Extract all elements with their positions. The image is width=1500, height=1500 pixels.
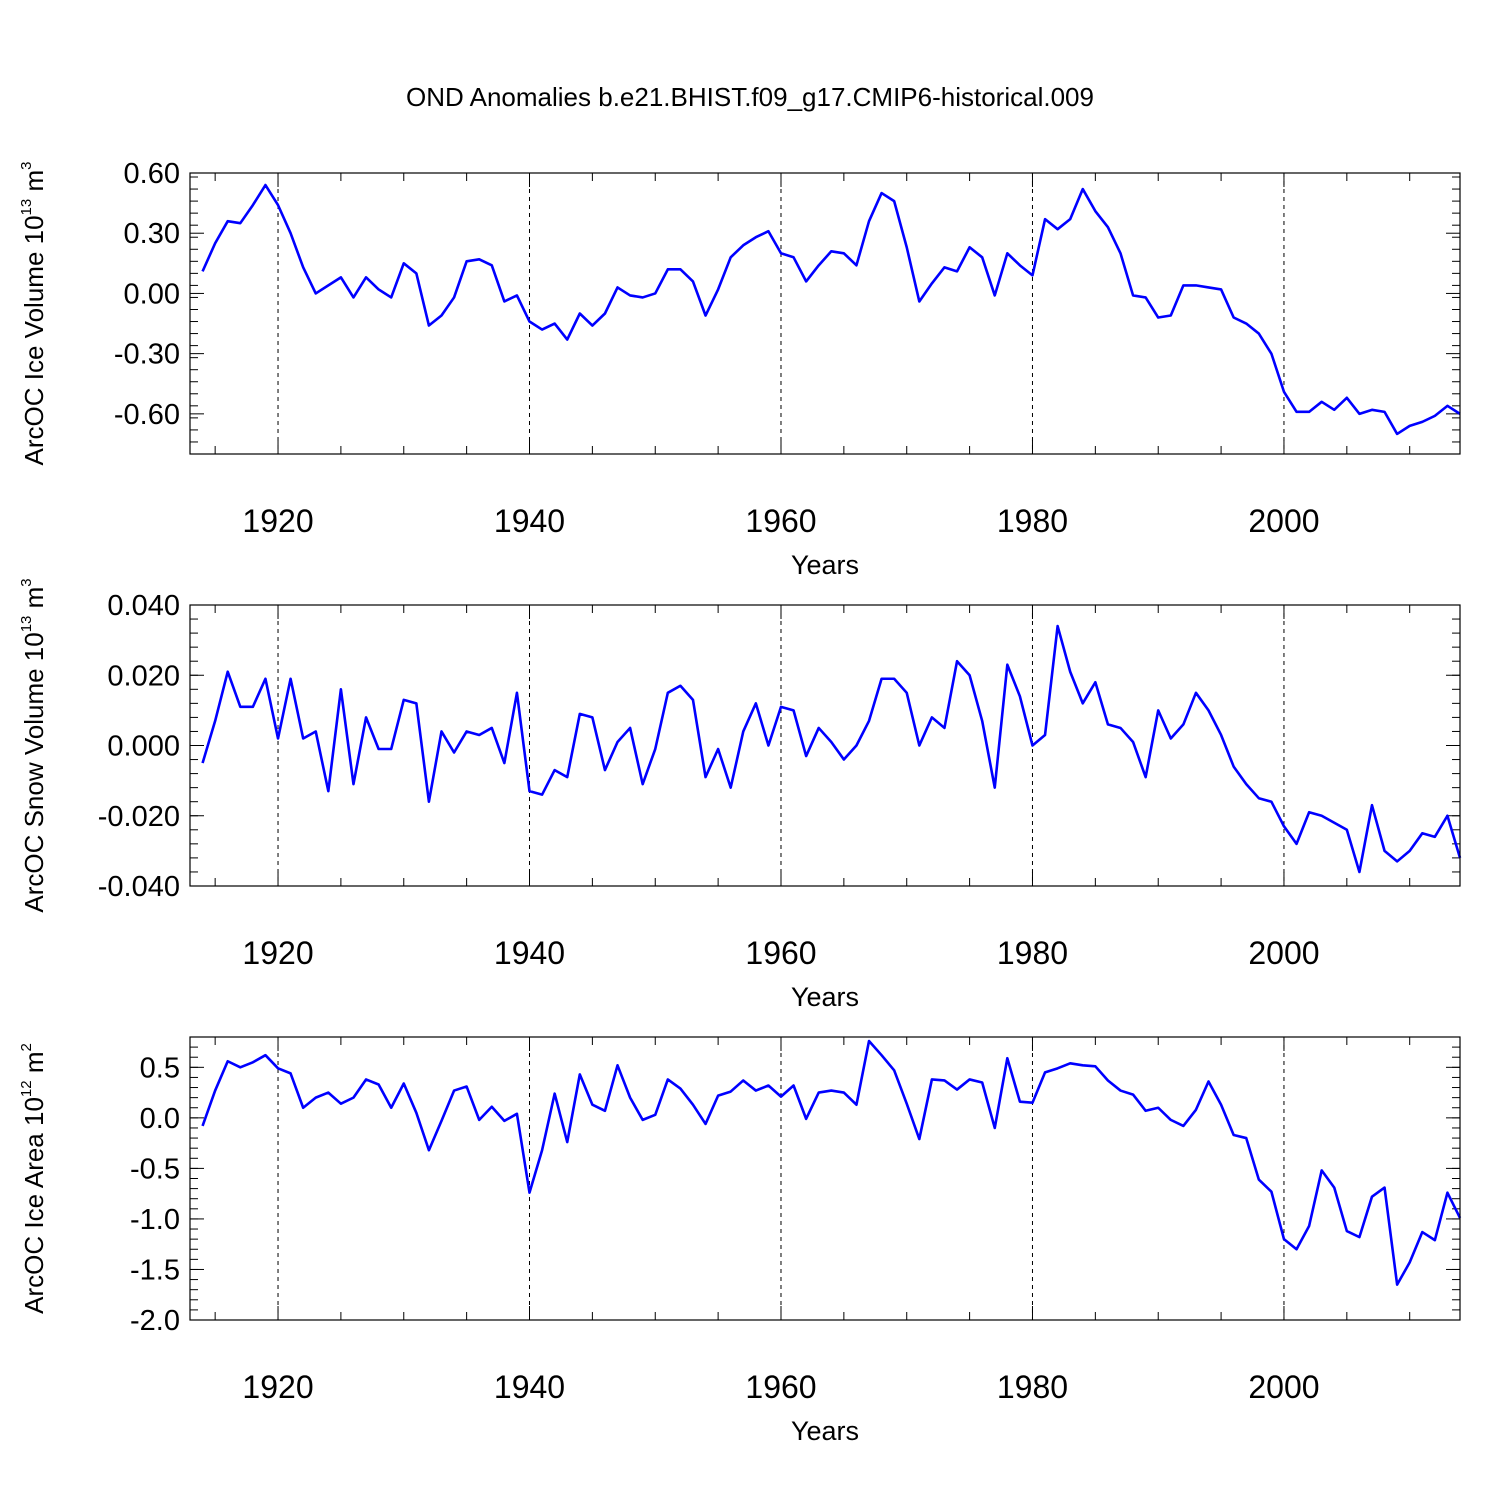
snow-volume-ytick-label: -0.040 bbox=[98, 871, 180, 903]
ice-area-ytick-label: -2.0 bbox=[130, 1305, 180, 1337]
ice-area-xtick-label: 1940 bbox=[494, 1369, 565, 1405]
snow-volume-xtick-label: 2000 bbox=[1248, 935, 1319, 971]
snow-volume-xtick-label: 1940 bbox=[494, 935, 565, 971]
snow-volume-xtick-label: 1960 bbox=[745, 935, 816, 971]
ice-area-xtick-label: 1980 bbox=[997, 1369, 1068, 1405]
ice-area-ylabel: ArcOC Ice Area 1012 m2 bbox=[18, 1043, 49, 1314]
ice-volume-xtick-label: 1920 bbox=[242, 503, 313, 539]
ice-area-ylabel-unit-exponent: 2 bbox=[18, 1043, 35, 1051]
snow-volume-ylabel-exponent: 13 bbox=[18, 616, 35, 633]
ice-volume-ylabel-main: ArcOC Ice Volume 10 bbox=[19, 215, 49, 465]
snow-volume-ylabel-unit: m bbox=[19, 587, 49, 616]
snow-volume-ylabel-unit-exponent: 3 bbox=[18, 578, 35, 586]
snow-volume-xtick-label: 1920 bbox=[242, 935, 313, 971]
ice-volume-ytick-label: 0.00 bbox=[124, 278, 180, 310]
snow-volume-series-line bbox=[201, 624, 1462, 874]
ice-area-ylabel-exponent: 12 bbox=[18, 1080, 35, 1097]
ice-volume-xlabel: Years bbox=[791, 550, 859, 580]
ice-volume-ylabel-exponent: 13 bbox=[18, 199, 35, 216]
ice-volume-ytick-label: -0.30 bbox=[114, 339, 180, 371]
ice-area-xtick-label: 2000 bbox=[1248, 1369, 1319, 1405]
ice-volume-ylabel: ArcOC Ice Volume 1013 m3 bbox=[18, 162, 49, 466]
ice-area-ytick-label: -0.5 bbox=[130, 1153, 180, 1185]
ice-area-xlabel: Years bbox=[791, 1416, 859, 1446]
snow-volume-ytick-label: -0.020 bbox=[98, 801, 180, 833]
ice-area-ytick-label: 0.0 bbox=[140, 1103, 180, 1135]
ice-volume-ytick-label: -0.60 bbox=[114, 399, 180, 431]
panel-ice-volume: -0.60 -0.30 0.00 0.30 0.60 1920 1940 1960 1980 20… bbox=[18, 158, 1461, 580]
ice-volume-xtick-label: 1940 bbox=[494, 503, 565, 539]
ice-area-xtick-label: 1920 bbox=[242, 1369, 313, 1405]
snow-volume-plot-frame bbox=[189, 604, 1461, 887]
ice-area-plot-frame bbox=[189, 1036, 1461, 1321]
ice-volume-xtick-label: 2000 bbox=[1248, 503, 1319, 539]
ice-volume-series-line bbox=[201, 183, 1461, 436]
ice-volume-ytick-label: 0.30 bbox=[124, 218, 180, 250]
panel-ice-area: -2.0 -1.5 -1.0 -0.5 0.0 0.5 1920 1940 1960 1980 20… bbox=[18, 1036, 1462, 1446]
ice-volume-ylabel-unit-exponent: 3 bbox=[18, 162, 35, 170]
ice-area-ylabel-unit: m bbox=[19, 1052, 49, 1081]
ice-volume-plot-frame bbox=[189, 172, 1461, 455]
ice-area-ylabel-main: ArcOC Ice Area 10 bbox=[19, 1097, 49, 1314]
ice-area-ytick-label: -1.5 bbox=[130, 1254, 180, 1286]
snow-volume-ytick-label: 0.020 bbox=[107, 660, 180, 692]
ice-area-ytick-label: -1.0 bbox=[130, 1204, 180, 1236]
ice-area-xtick-label: 1960 bbox=[745, 1369, 816, 1405]
snow-volume-ytick-label: 0.040 bbox=[107, 590, 180, 622]
ice-area-ytick-label: 0.5 bbox=[140, 1052, 180, 1084]
ice-volume-ytick-label: 0.60 bbox=[124, 158, 180, 190]
panel-snow-volume: -0.040 -0.020 0.000 0.020 0.040 1920 1940 1960 1… bbox=[18, 578, 1462, 1012]
snow-volume-ytick-label: 0.000 bbox=[107, 731, 180, 763]
snow-volume-xlabel: Years bbox=[791, 982, 859, 1012]
snow-volume-ylabel: ArcOC Snow Volume 1013 m3 bbox=[18, 578, 49, 912]
ice-volume-ylabel-unit: m bbox=[19, 170, 49, 199]
figure-title: OND Anomalies b.e21.BHIST.f09_g17.CMIP6-… bbox=[406, 82, 1094, 112]
snow-volume-ylabel-main: ArcOC Snow Volume 10 bbox=[19, 632, 49, 912]
ice-area-series-line bbox=[201, 1039, 1462, 1286]
ice-volume-xtick-label: 1980 bbox=[997, 503, 1068, 539]
ice-volume-xtick-label: 1960 bbox=[745, 503, 816, 539]
snow-volume-xtick-label: 1980 bbox=[997, 935, 1068, 971]
